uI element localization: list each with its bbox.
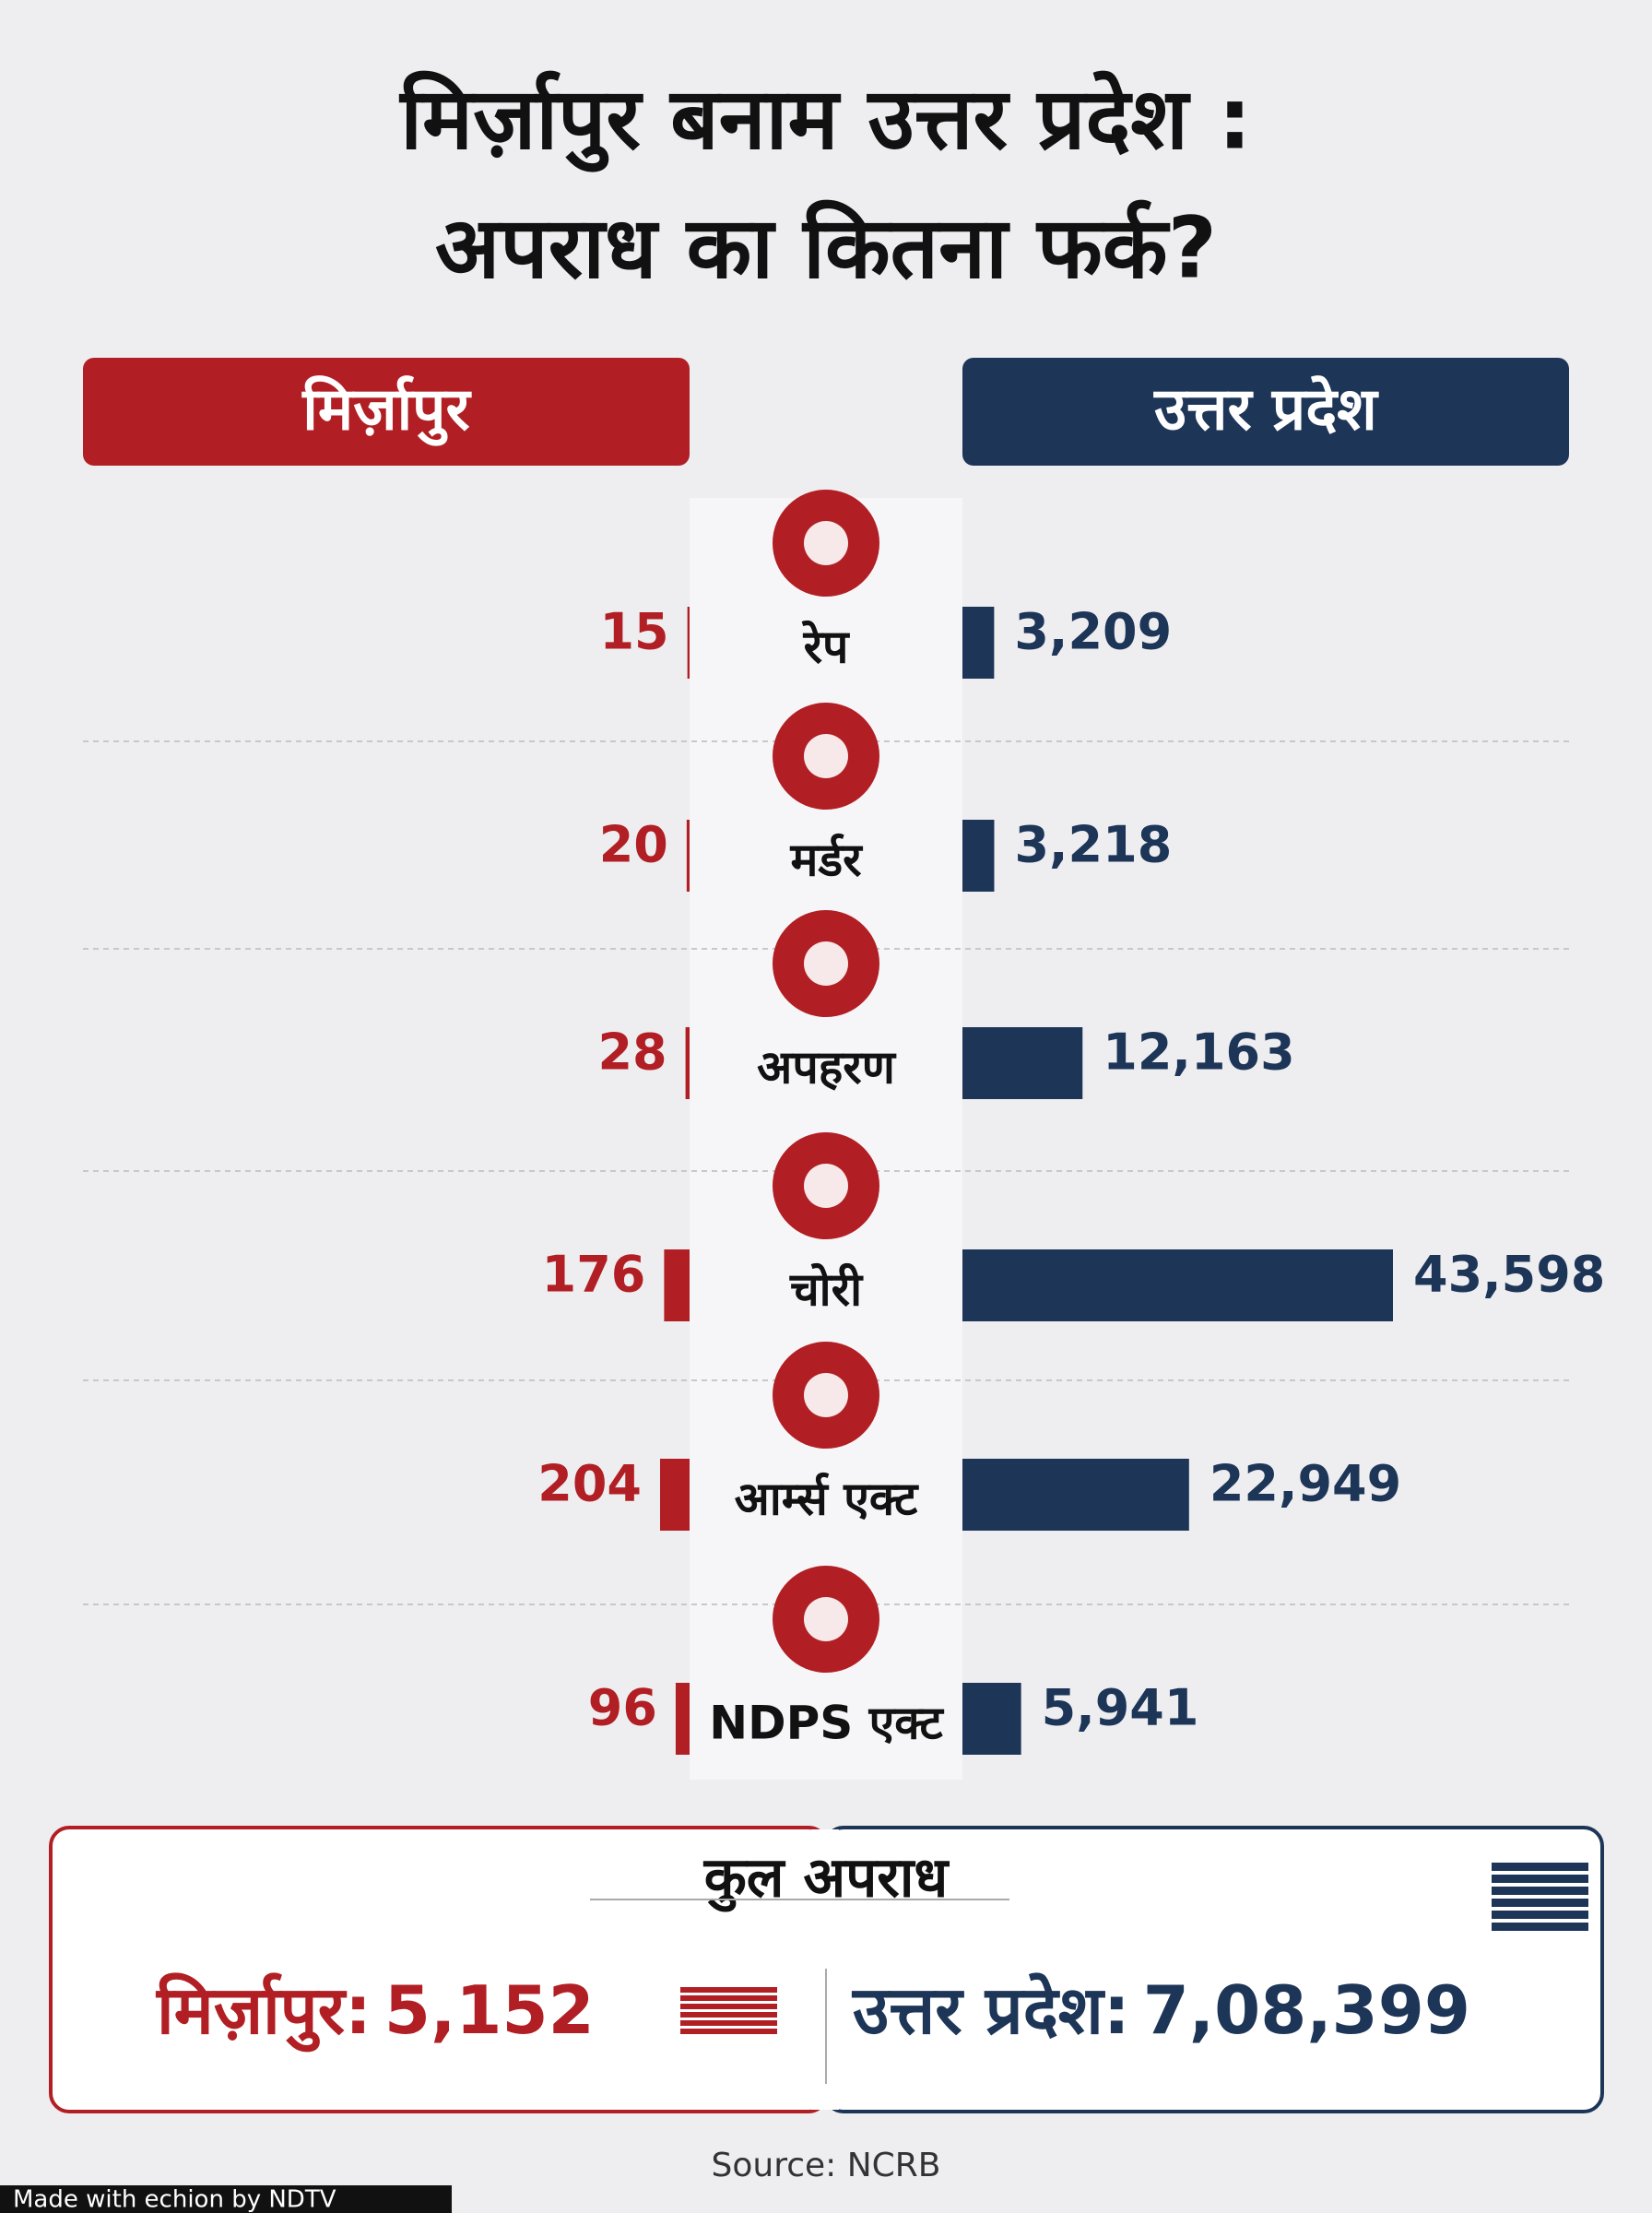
stack-icon	[1492, 1887, 1588, 1895]
header-box	[83, 358, 690, 466]
total-label: उत्तर प्रदेश:	[851, 1971, 1130, 2049]
stack-icon	[680, 2004, 777, 2009]
category-label: आर्म्स एक्ट	[735, 1473, 919, 1526]
icon-inner	[804, 941, 848, 986]
bar	[660, 1459, 690, 1531]
value-label: 204	[537, 1455, 642, 1513]
totals-title: कुल अपराध	[703, 1846, 950, 1913]
value-label: 28	[597, 1024, 667, 1082]
stack-icon	[1492, 1863, 1588, 1871]
source: Source: NCRB	[712, 2147, 941, 2184]
stack-icon	[680, 2020, 777, 2026]
total-value: 5,152	[384, 1971, 595, 2049]
value-label: 20	[599, 816, 668, 874]
bar	[664, 1249, 690, 1321]
bar	[675, 1683, 690, 1755]
bar	[685, 1027, 690, 1099]
bar	[962, 1459, 1189, 1531]
value-label: 12,163	[1103, 1024, 1294, 1082]
bar	[962, 1683, 1021, 1755]
legend-label: मिर्ज़ापुर	[301, 375, 472, 447]
bar	[962, 820, 995, 892]
stack-icon	[680, 1995, 777, 2001]
category-label: अपहरण	[757, 1041, 897, 1095]
icon-inner	[804, 1164, 848, 1208]
icon-inner	[804, 521, 848, 565]
bar	[686, 820, 690, 892]
stack-icon	[680, 1987, 777, 1993]
category-label: रेप	[802, 621, 851, 674]
title-line: अपराध का कितना फर्क?	[435, 198, 1217, 297]
legend-label: उत्तर प्रदेश	[1153, 375, 1379, 444]
value-label: 15	[599, 603, 668, 661]
stack-icon	[1492, 1899, 1588, 1907]
bar	[687, 607, 690, 679]
value-label: 22,949	[1210, 1455, 1401, 1513]
stack-icon	[680, 2029, 777, 2034]
value-label: 3,218	[1014, 816, 1172, 874]
stack-icon	[1492, 1911, 1588, 1919]
total-label: मिर्ज़ापुर:	[155, 1971, 372, 2053]
stack-icon	[1492, 1875, 1588, 1883]
header-box	[962, 358, 1569, 466]
icon-inner	[804, 1373, 848, 1417]
category-label: NDPS एक्ट	[709, 1697, 944, 1750]
value-label: 3,209	[1014, 603, 1172, 661]
value-label: 176	[542, 1246, 646, 1304]
icon-inner	[804, 1597, 848, 1641]
value-label: 5,941	[1042, 1679, 1199, 1737]
value-label: 96	[588, 1679, 657, 1737]
value-label: 43,598	[1413, 1246, 1605, 1304]
stack-icon	[1492, 1923, 1588, 1931]
total: उत्तर प्रदेश: 7,08,399	[851, 1971, 1470, 2049]
total-value: 7,08,399	[1143, 1971, 1470, 2049]
bar	[962, 1027, 1083, 1099]
title-line: मिर्ज़ापुर बनाम उत्तर प्रदेश :	[398, 69, 1252, 172]
bar	[962, 607, 995, 679]
category-label: चोरी	[789, 1263, 864, 1317]
bar	[962, 1249, 1393, 1321]
total: मिर्ज़ापुर: 5,152	[155, 1971, 595, 2053]
icon-inner	[804, 734, 848, 778]
footer-box	[0, 2185, 452, 2213]
category-label: मर्डर	[789, 834, 863, 887]
stack-icon	[680, 2012, 777, 2018]
footer: Made with echion by NDTV	[13, 2186, 336, 2213]
